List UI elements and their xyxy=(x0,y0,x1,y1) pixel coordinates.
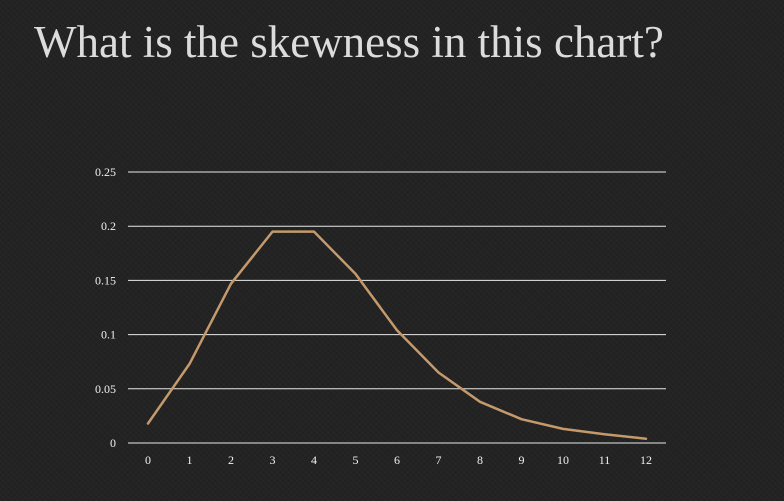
data-point xyxy=(562,428,564,430)
data-point xyxy=(271,230,274,233)
x-tick-label: 0 xyxy=(145,453,151,467)
data-point xyxy=(520,418,523,420)
x-tick-label: 12 xyxy=(640,453,652,467)
y-tick-label: 0.25 xyxy=(95,165,116,179)
x-axis-tick-labels: 0 1 2 3 4 5 6 7 8 9 10 11 12 xyxy=(145,453,652,467)
x-tick-label: 11 xyxy=(599,453,611,467)
data-point xyxy=(188,363,191,365)
x-tick-label: 2 xyxy=(228,453,234,467)
data-point xyxy=(437,371,440,374)
x-tick-label: 3 xyxy=(270,453,276,467)
series-line-path xyxy=(146,230,648,440)
x-tick-label: 9 xyxy=(519,453,525,467)
data-point xyxy=(313,230,315,233)
data-point xyxy=(603,433,606,436)
y-tick-label: 0.15 xyxy=(95,273,116,287)
x-tick-label: 1 xyxy=(187,453,193,467)
x-tick-label: 4 xyxy=(311,453,317,467)
x-tick-label: 8 xyxy=(477,453,483,467)
y-tick-label: 0.05 xyxy=(95,382,116,396)
y-tick-label: 0.1 xyxy=(101,328,116,342)
y-axis-tick-labels: 0 0.05 0.1 0.15 0.2 0.25 xyxy=(95,165,116,450)
x-tick-label: 10 xyxy=(557,453,569,467)
data-point xyxy=(479,401,481,403)
data-point xyxy=(396,329,398,332)
slide-title: What is the skewness in this chart? xyxy=(34,17,664,67)
x-tick-label: 7 xyxy=(436,453,442,467)
gridlines xyxy=(128,171,666,444)
x-tick-label: 5 xyxy=(353,453,359,467)
series-line xyxy=(146,230,648,440)
y-tick-label: 0 xyxy=(110,436,116,450)
data-point xyxy=(230,282,232,285)
data-point xyxy=(147,422,149,425)
data-point xyxy=(354,273,357,275)
y-tick-label: 0.2 xyxy=(101,219,116,233)
x-tick-label: 6 xyxy=(394,453,400,467)
data-point xyxy=(645,437,647,440)
